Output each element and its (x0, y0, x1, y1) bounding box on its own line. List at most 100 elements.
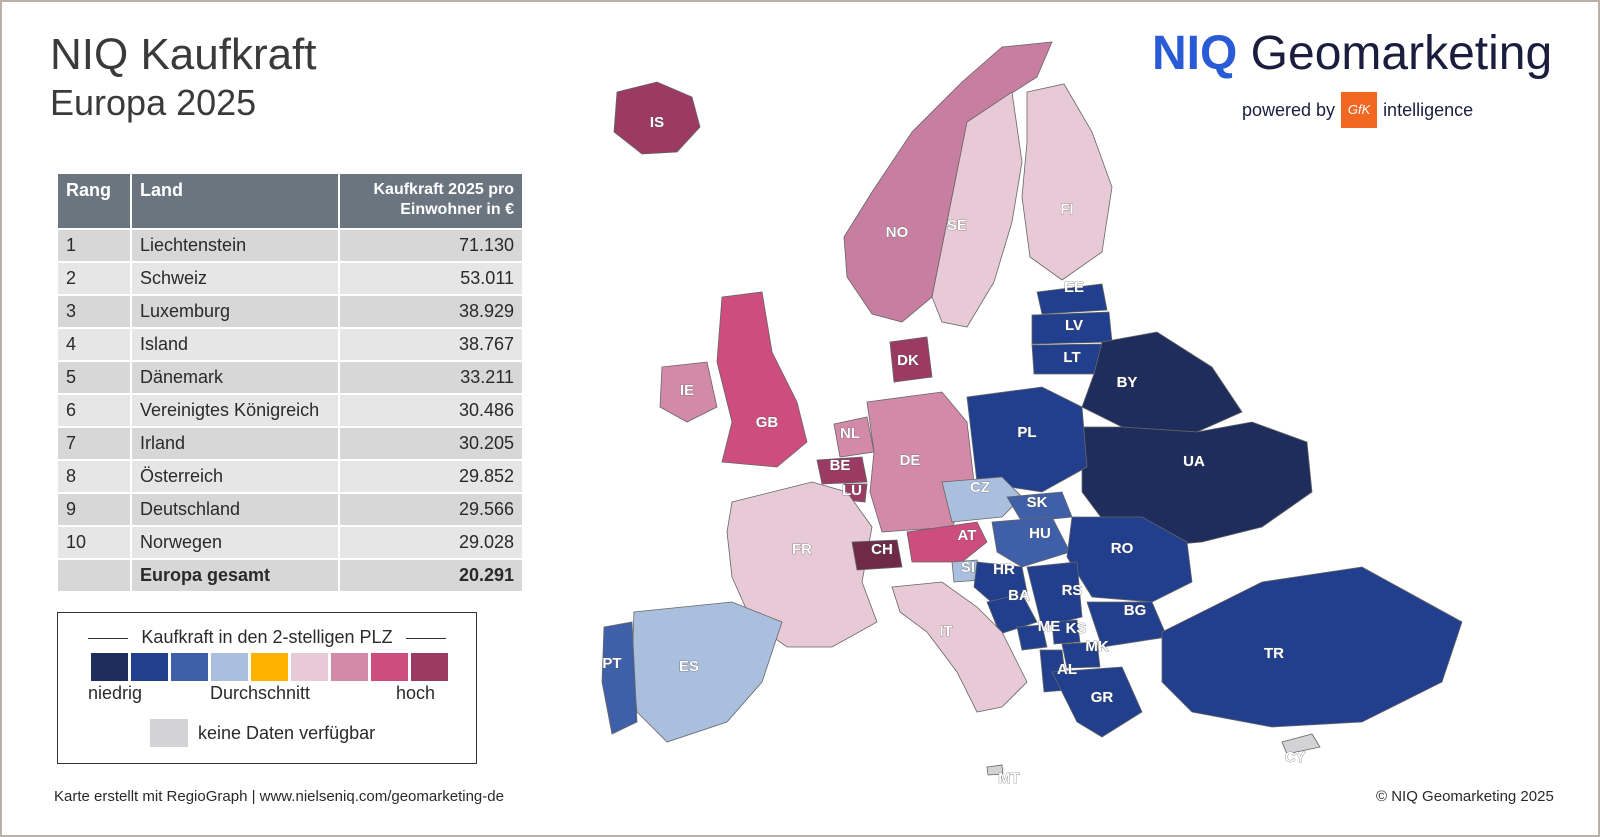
country-label-al: AL (1057, 661, 1077, 678)
legend-nodata-swatch (150, 719, 188, 747)
cell-country: Vereinigtes Königreich (130, 395, 338, 426)
country-label-tr: TR (1264, 645, 1284, 662)
country-fi (1021, 83, 1113, 281)
legend: Kaufkraft in den 2-stelligen PLZ niedrig… (57, 612, 477, 764)
table-total-row: Europa gesamt 20.291 (58, 560, 522, 591)
country-ie (659, 361, 718, 423)
country-es (631, 601, 783, 743)
cell-country: Island (130, 329, 338, 360)
country-label-si: SI (961, 559, 975, 576)
table-body: 1 Liechtenstein 71.130 2 Schweiz 53.011 3 Luxem… (58, 230, 522, 591)
cell-rank (58, 560, 130, 591)
cell-value: 29.852 (338, 461, 522, 492)
country-pt (601, 621, 638, 735)
legend-swatch (331, 653, 368, 681)
footer-credit: Karte erstellt mit RegioGraph | www.niel… (54, 788, 504, 805)
cell-country: Norwegen (130, 527, 338, 558)
country-label-gb: GB (756, 414, 779, 431)
cell-value: 38.929 (338, 296, 522, 327)
cell-rank: 3 (58, 296, 130, 327)
table-row: 9 Deutschland 29.566 (58, 494, 522, 525)
cell-rank: 10 (58, 527, 130, 558)
country-ee (1036, 283, 1108, 315)
legend-swatches (91, 653, 451, 681)
country-label-se: SE (947, 217, 967, 234)
country-tr (1161, 566, 1463, 728)
intelligence-text: intelligence (1383, 99, 1474, 120)
cell-rank: 8 (58, 461, 130, 492)
gfk-logo-icon: GfK (1341, 92, 1378, 128)
country-dk (889, 336, 933, 383)
cell-value: 53.011 (338, 263, 522, 294)
country-label-lt: LT (1063, 349, 1080, 366)
legend-arrow-right-icon (406, 638, 446, 639)
country-label-cz: CZ (970, 479, 990, 496)
legend-swatch (131, 653, 168, 681)
cell-country: Luxemburg (130, 296, 338, 327)
cell-total-value: 20.291 (338, 560, 522, 591)
cell-rank: 7 (58, 428, 130, 459)
country-label-pl: PL (1017, 424, 1036, 441)
cell-country: Schweiz (130, 263, 338, 294)
country-label-bg: BG (1124, 602, 1147, 619)
table-header-row: Rang Land Kaufkraft 2025 pro Einwohner i… (58, 174, 522, 228)
country-is (613, 81, 701, 155)
country-label-ks: KS (1066, 620, 1087, 637)
country-gr (1051, 666, 1143, 738)
country-by (1081, 331, 1243, 433)
cell-value: 33.211 (338, 362, 522, 393)
country-ch (851, 539, 903, 571)
country-label-mk: MK (1085, 638, 1108, 655)
table-row: 7 Irland 30.205 (58, 428, 522, 459)
cell-country: Österreich (130, 461, 338, 492)
country-label-fr: FR (792, 541, 812, 558)
legend-swatch (211, 653, 248, 681)
cell-rank: 6 (58, 395, 130, 426)
legend-swatch (171, 653, 208, 681)
country-label-pt: PT (602, 655, 621, 672)
country-label-sk: SK (1027, 494, 1048, 511)
cell-rank: 2 (58, 263, 130, 294)
table-row: 10 Norwegen 29.028 (58, 527, 522, 558)
country-hu (991, 516, 1071, 568)
powered-by: powered by GfK intelligence (1242, 92, 1473, 128)
country-label-no: NO (886, 224, 909, 241)
header-value: Kaufkraft 2025 pro Einwohner in € (338, 174, 522, 228)
legend-swatch (371, 653, 408, 681)
cell-country: Liechtenstein (130, 230, 338, 261)
legend-low: niedrig (88, 683, 143, 703)
cell-value: 30.486 (338, 395, 522, 426)
legend-arrow-left-icon (88, 638, 128, 639)
cell-country: Dänemark (130, 362, 338, 393)
country-it (891, 581, 1028, 713)
country-at (906, 521, 988, 563)
country-rs (1026, 561, 1083, 628)
cell-rank: 9 (58, 494, 130, 525)
country-label-ie: IE (680, 382, 694, 399)
country-fr (726, 481, 878, 648)
cell-rank: 4 (58, 329, 130, 360)
cell-rank: 1 (58, 230, 130, 261)
country-label-ba: BA (1008, 587, 1030, 604)
table-row: 6 Vereinigtes Königreich 30.486 (58, 395, 522, 426)
cell-value: 38.767 (338, 329, 522, 360)
cell-value: 29.028 (338, 527, 522, 558)
powered-by-text: powered by (1242, 99, 1336, 120)
country-label-rs: RS (1062, 582, 1083, 599)
country-mk (1061, 641, 1101, 669)
country-label-dk: DK (897, 352, 919, 369)
country-label-me: ME (1038, 618, 1061, 635)
country-label-is: IS (650, 114, 664, 131)
table-row: 1 Liechtenstein 71.130 (58, 230, 522, 261)
legend-nodata-label: keine Daten verfügbar (198, 723, 376, 743)
country-label-gr: GR (1091, 689, 1114, 706)
legend-swatch (411, 653, 448, 681)
country-cy (1281, 733, 1321, 755)
legend-swatch (91, 653, 128, 681)
country-ba (986, 593, 1038, 635)
country-mt (986, 764, 1004, 776)
country-ks (1051, 619, 1081, 645)
country-label-fi: FI (1060, 201, 1073, 218)
country-label-ua: UA (1183, 453, 1205, 470)
